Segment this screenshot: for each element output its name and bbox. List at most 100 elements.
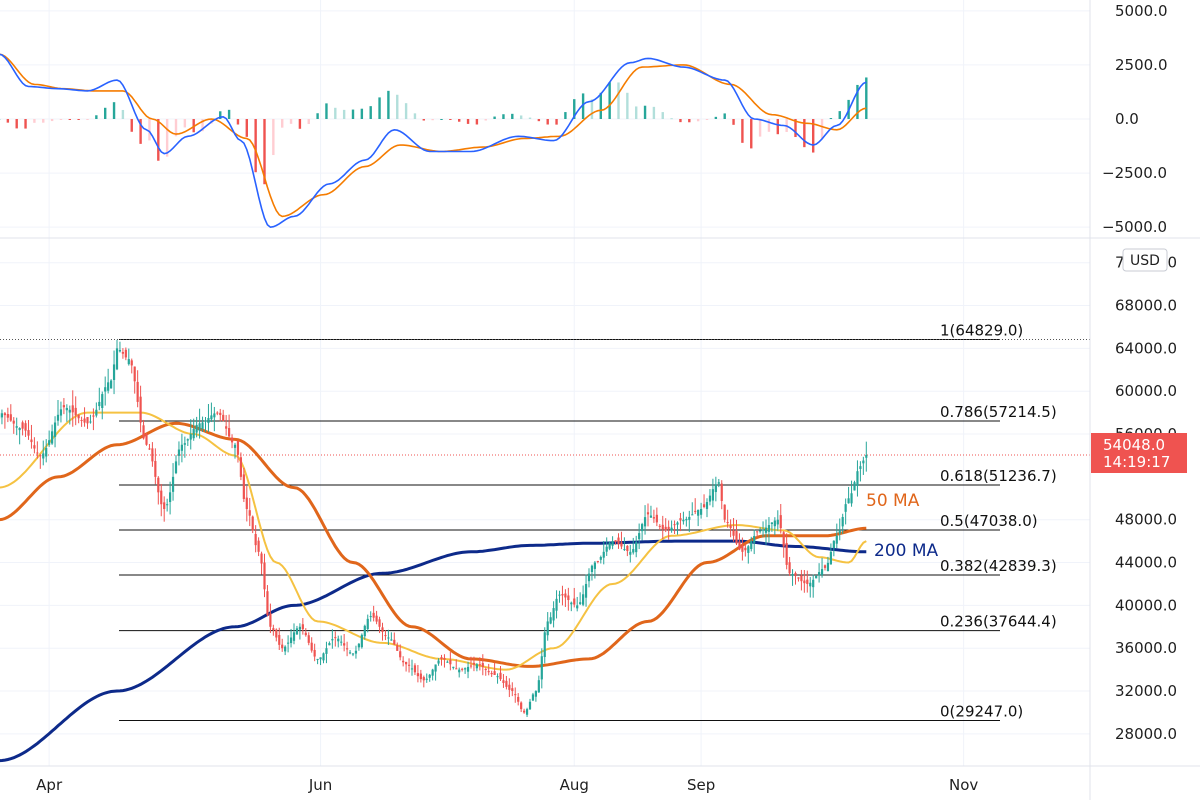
candle [425, 673, 428, 683]
ma200-label: 200 MA [874, 541, 939, 561]
macd-histogram-bar [298, 119, 302, 129]
candle [301, 618, 304, 635]
candle [537, 675, 540, 693]
candle [118, 341, 122, 353]
fib-level-label: 0(29247.0) [940, 703, 1023, 721]
candle [523, 708, 526, 714]
moving-averages [0, 411, 867, 763]
candle [711, 478, 714, 508]
candle [720, 480, 723, 510]
candle [608, 541, 611, 551]
candle [201, 416, 204, 432]
time-axis: Apr Jun Aug Sep Nov [36, 776, 978, 794]
macd-histogram-bar [705, 119, 709, 120]
candle [292, 623, 296, 645]
candle [528, 698, 532, 711]
candle [351, 653, 355, 657]
candle [605, 537, 608, 556]
candle [222, 409, 225, 422]
candle [747, 545, 750, 564]
macd-histogram-bar [86, 119, 89, 120]
macd-histogram-bar [688, 119, 691, 123]
candle [233, 442, 237, 459]
candle [254, 525, 257, 553]
candle [269, 603, 272, 633]
macd-histogram-bar [42, 119, 45, 123]
macd-histogram-bar [608, 82, 611, 119]
candle [110, 379, 113, 389]
candle [422, 675, 425, 688]
currency-unit-label: USD [1130, 253, 1160, 269]
candle [859, 461, 862, 482]
candle [511, 682, 514, 697]
macd-histogram-bar [316, 113, 319, 119]
candle [638, 523, 641, 550]
candle [68, 405, 71, 425]
candle [434, 664, 437, 681]
candle [310, 637, 313, 653]
candle [166, 498, 169, 512]
candle [661, 515, 664, 539]
time-axis-tick: Aug [560, 776, 589, 794]
candle [862, 456, 865, 475]
candle [390, 632, 393, 641]
macd-axis-tick: 0.0 [1115, 110, 1139, 128]
candle [812, 574, 815, 598]
candle [705, 498, 709, 518]
fib-level-label: 0.618(51236.7) [940, 467, 1057, 485]
candle [407, 658, 411, 673]
candle [328, 641, 331, 646]
currency-unit-badge[interactable]: USD [1122, 248, 1168, 272]
candle [508, 678, 511, 698]
macd-histogram-bar [24, 119, 27, 129]
candle [405, 661, 408, 672]
candle [472, 656, 476, 672]
candle [186, 438, 189, 447]
macd-histogram-bar [750, 119, 753, 149]
candle [340, 635, 343, 646]
price-axis-tick: 68000.0 [1115, 297, 1177, 315]
candle [461, 667, 464, 672]
candle [357, 642, 360, 651]
candle [823, 564, 827, 571]
candle [440, 654, 443, 666]
candle [850, 480, 853, 507]
macd-histogram-bar [519, 115, 523, 119]
candle [112, 350, 116, 395]
macd-histogram-bar [573, 99, 576, 119]
candle [655, 507, 658, 527]
macd-histogram-bar [741, 119, 744, 143]
candle [21, 420, 24, 436]
candle [101, 391, 104, 420]
candle [596, 560, 599, 564]
macd-histogram-bar [493, 116, 496, 119]
candle [779, 504, 782, 534]
macd-histogram-bar [50, 119, 54, 122]
candle [74, 396, 77, 426]
candle [30, 424, 33, 449]
candle [24, 420, 27, 437]
candle [98, 387, 101, 411]
macd-histogram-bar [413, 113, 417, 119]
candle [505, 675, 508, 690]
macd-signal-line [0, 53, 867, 218]
macd-histogram-bar [475, 119, 479, 125]
candle [652, 509, 655, 523]
macd-histogram-bar [404, 103, 408, 119]
candle [45, 439, 48, 463]
macd-histogram-bar [635, 106, 638, 119]
candle [826, 556, 830, 572]
candle [369, 611, 372, 622]
candle [455, 659, 458, 670]
candle [171, 463, 175, 501]
candle [416, 665, 419, 683]
candle [576, 596, 579, 612]
macd-histogram-bar [856, 84, 859, 119]
fib-level-label: 0.382(42839.3) [940, 557, 1057, 575]
macd-axis-tick: 2500.0 [1115, 56, 1168, 74]
candle [670, 520, 673, 533]
candle [525, 707, 529, 717]
candle [48, 430, 51, 447]
candle [27, 420, 30, 440]
candle [761, 521, 765, 538]
